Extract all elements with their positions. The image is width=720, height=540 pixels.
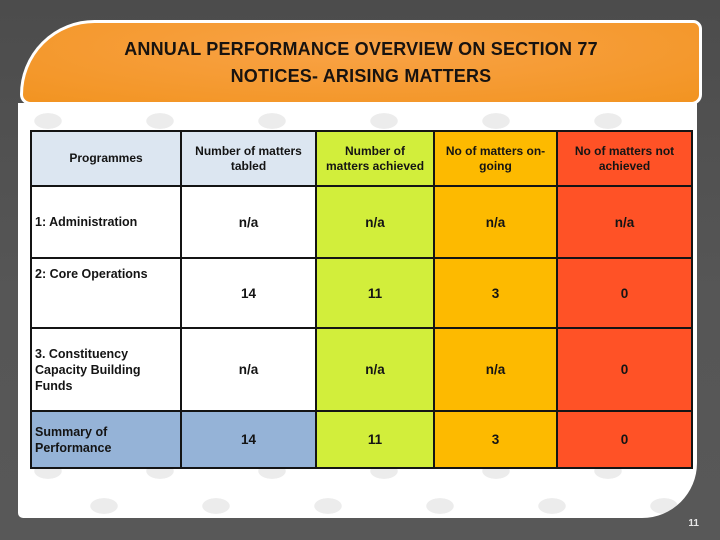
table-cell: n/a [182, 329, 315, 410]
table-cell: 14 [182, 412, 315, 467]
table-cell: 3 [435, 412, 556, 467]
table-cell: n/a [317, 329, 433, 410]
table-cell: 0 [558, 412, 691, 467]
table-cell: 0 [558, 259, 691, 327]
column-header-matters-tabled: Number of matters tabled [182, 132, 315, 185]
table-cell: 11 [317, 259, 433, 327]
table-cell: n/a [558, 187, 691, 257]
title-banner: ANNUAL PERFORMANCE OVERVIEW ON SECTION 7… [20, 20, 702, 105]
table-cell: 14 [182, 259, 315, 327]
row-label-summary-of-performance: Summary of Performance [32, 412, 180, 467]
page-number: 11 [688, 518, 699, 529]
table-cell: n/a [182, 187, 315, 257]
column-header-matters-ongoing: No of matters on-going [435, 132, 556, 185]
row-label-core-operations: 2: Core Operations [32, 259, 180, 327]
slide-title-line2: NOTICES- ARISING MATTERS [230, 65, 492, 86]
table-cell: n/a [435, 329, 556, 410]
content-panel: Programmes Number of matters tabled Numb… [18, 103, 697, 518]
slide-title-line1: ANNUAL PERFORMANCE OVERVIEW ON SECTION 7… [124, 38, 598, 59]
table-cell: n/a [317, 187, 433, 257]
row-label-constituency-capacity-building-funds: 3. Constituency Capacity Building Funds [32, 329, 180, 410]
table-cell: 0 [558, 329, 691, 410]
performance-table: Programmes Number of matters tabled Numb… [30, 130, 693, 469]
table-cell: 3 [435, 259, 556, 327]
column-header-programmes: Programmes [32, 132, 180, 185]
table-cell: 11 [317, 412, 433, 467]
column-header-matters-achieved: Number of matters achieved [317, 132, 433, 185]
table-cell: n/a [435, 187, 556, 257]
row-label-administration: 1: Administration [32, 187, 180, 257]
column-header-matters-not-achieved: No of matters not achieved [558, 132, 691, 185]
